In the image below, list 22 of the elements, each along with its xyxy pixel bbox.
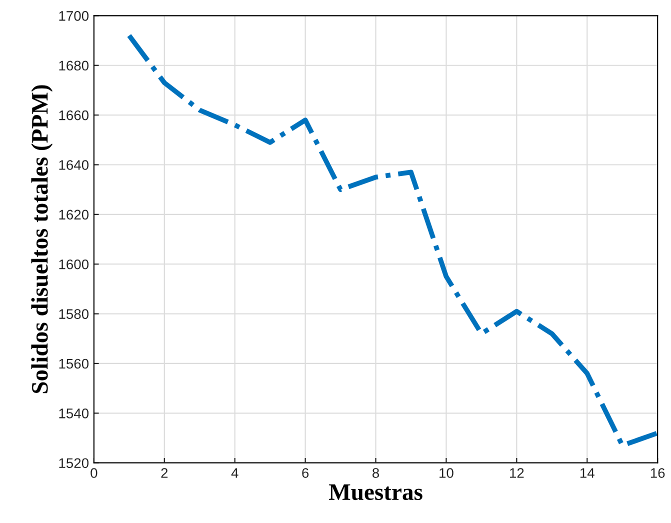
x-tick-label: 4 <box>231 468 238 478</box>
x-tick-label: 2 <box>161 468 168 478</box>
y-tick-label: 1520 <box>59 458 89 468</box>
y-tick-label: 1600 <box>59 259 89 270</box>
y-tick-label: 1580 <box>59 309 89 319</box>
y-tick-label: 1560 <box>59 358 89 369</box>
y-tick-label: 1620 <box>59 210 89 220</box>
y-axis-title: Solidos disueltos totales (PPM) <box>31 85 53 394</box>
y-tick-label: 1540 <box>59 408 89 418</box>
x-tick-label: 10 <box>440 468 454 478</box>
x-tick-label: 8 <box>372 468 380 478</box>
x-tick-label: 12 <box>510 468 524 478</box>
y-tick-label: 1660 <box>59 110 89 120</box>
x-tick-label: 16 <box>650 468 665 478</box>
y-tick-label: 1640 <box>59 160 89 170</box>
x-tick-label: 0 <box>90 468 98 478</box>
x-tick-label: 6 <box>302 468 309 478</box>
y-tick-label: 1700 <box>59 11 89 21</box>
y-tick-label: 1680 <box>59 60 89 71</box>
x-tick-label: 14 <box>580 468 594 478</box>
x-axis-title: Muestras <box>328 484 422 500</box>
line-series <box>126 33 658 448</box>
